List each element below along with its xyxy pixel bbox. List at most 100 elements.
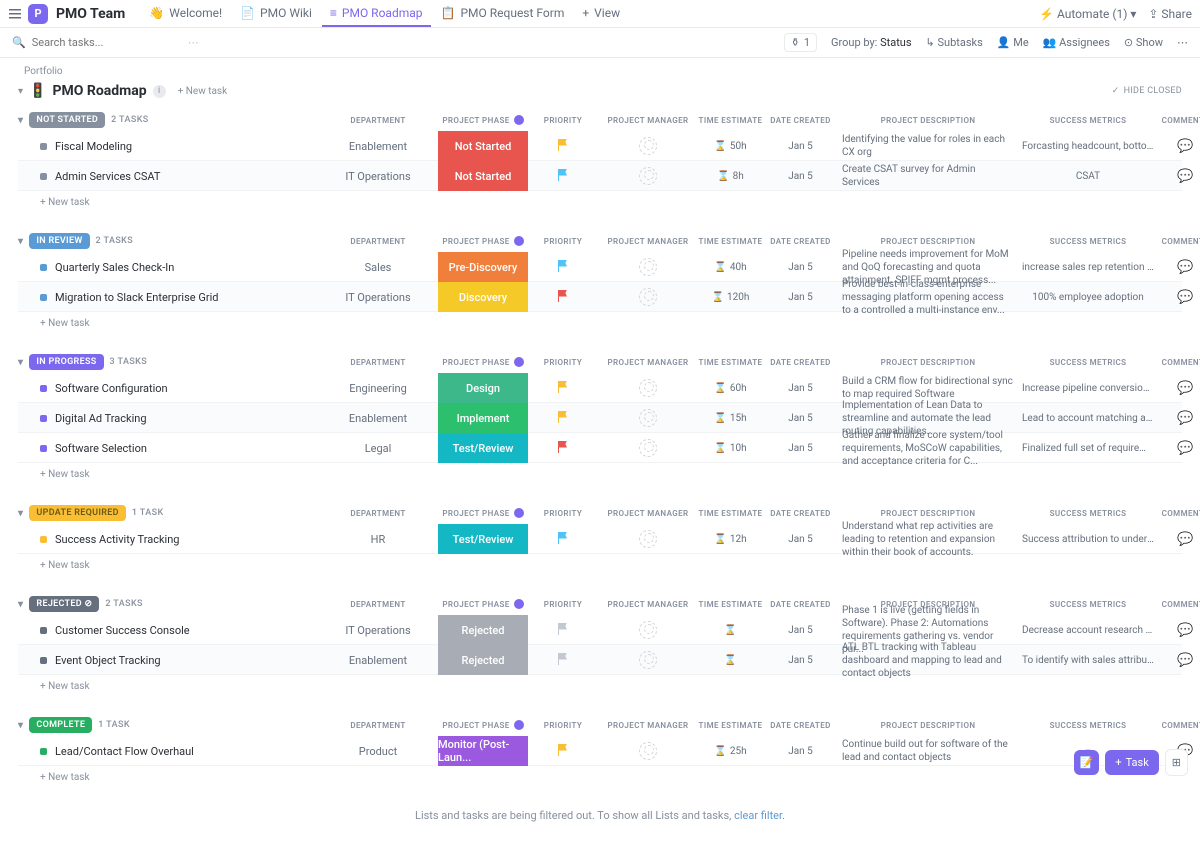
workspace-badge[interactable]: P [28, 4, 48, 24]
phase-cell[interactable]: Test/Review [438, 524, 528, 554]
col-hdr-phase[interactable]: PROJECT PHASE [438, 115, 528, 125]
dept-cell[interactable]: IT Operations [318, 624, 438, 637]
col-hdr[interactable]: DEPARTMENT [318, 600, 438, 609]
col-hdr-phase[interactable]: PROJECT PHASE [438, 236, 528, 246]
task-name[interactable]: Quarterly Sales Check-In [18, 261, 318, 274]
col-hdr[interactable]: PRIORITY [528, 721, 598, 730]
col-hdr[interactable]: PRIORITY [528, 116, 598, 125]
col-hdr[interactable]: TIME ESTIMATE [698, 237, 763, 246]
priority-cell[interactable] [528, 260, 598, 275]
col-hdr[interactable]: DATE CREATED [763, 237, 838, 246]
col-hdr[interactable]: DEPARTMENT [318, 116, 438, 125]
dept-cell[interactable]: Enablement [318, 412, 438, 425]
table-row[interactable]: Event Object Tracking Enablement Rejecte… [18, 645, 1182, 675]
priority-cell[interactable] [528, 653, 598, 668]
comment-cell[interactable]: 💬 [1158, 169, 1200, 184]
share-button[interactable]: ⇪ Share [1148, 7, 1192, 21]
phase-cell[interactable]: Rejected [438, 645, 528, 675]
automate-button[interactable]: ⚡ Automate (1) ▾ [1039, 7, 1136, 21]
col-hdr[interactable]: DEPARTMENT [318, 721, 438, 730]
tab-view[interactable]: +View [574, 1, 628, 27]
col-hdr[interactable]: PRIORITY [528, 237, 598, 246]
desc-cell[interactable]: Understand what rep activities are leadi… [838, 520, 1018, 559]
col-hdr[interactable]: DATE CREATED [763, 600, 838, 609]
table-row[interactable]: Software Selection Legal Test/Review ⌛ 1… [18, 433, 1182, 463]
estimate-cell[interactable]: ⌛ 8h [698, 171, 763, 182]
metrics-cell[interactable]: Lead to account matching and handling of… [1018, 413, 1158, 424]
task-name[interactable]: Digital Ad Tracking [18, 412, 318, 425]
col-hdr[interactable]: PRIORITY [528, 600, 598, 609]
phase-cell[interactable]: Test/Review [438, 433, 528, 463]
task-name[interactable]: Lead/Contact Flow Overhaul [18, 745, 318, 758]
metrics-cell[interactable]: CSAT [1018, 171, 1158, 182]
dept-cell[interactable]: IT Operations [318, 170, 438, 183]
new-task-row[interactable]: + New task [18, 766, 1182, 789]
col-hdr[interactable]: TIME ESTIMATE [698, 358, 763, 367]
pm-cell[interactable] [598, 167, 698, 185]
priority-cell[interactable] [528, 623, 598, 638]
task-name[interactable]: Customer Success Console [18, 624, 318, 637]
group-chev-icon[interactable]: ▾ [18, 720, 23, 731]
comment-cell[interactable]: 💬 [1158, 139, 1200, 154]
task-name[interactable]: Admin Services CSAT [18, 170, 318, 183]
task-name[interactable]: Migration to Slack Enterprise Grid [18, 291, 318, 304]
dept-cell[interactable]: Enablement [318, 140, 438, 153]
comment-cell[interactable]: 💬 [1158, 411, 1200, 426]
group-chev-icon[interactable]: ▾ [18, 508, 23, 519]
task-name[interactable]: Success Activity Tracking [18, 533, 318, 546]
estimate-cell[interactable]: ⌛ 25h [698, 746, 763, 757]
task-name[interactable]: Software Selection [18, 442, 318, 455]
status-chip[interactable]: REJECTED ⊘ [29, 596, 99, 612]
new-task-row[interactable]: + New task [18, 191, 1182, 214]
group-chev-icon[interactable]: ▾ [18, 115, 23, 126]
col-hdr[interactable]: PROJECT MANAGER [598, 358, 698, 367]
metrics-cell[interactable]: Forcasting headcount, bottom line, CAC, … [1018, 141, 1158, 152]
table-row[interactable]: Migration to Slack Enterprise Grid IT Op… [18, 282, 1182, 312]
pm-cell[interactable] [598, 379, 698, 397]
estimate-cell[interactable]: ⌛ [698, 655, 763, 666]
col-hdr[interactable]: DATE CREATED [763, 116, 838, 125]
group-chev-icon[interactable]: ▾ [18, 236, 23, 247]
date-cell[interactable]: Jan 5 [763, 292, 838, 303]
desc-cell[interactable]: Gather and finalize core system/tool req… [838, 429, 1018, 468]
phase-cell[interactable]: Discovery [438, 282, 528, 312]
col-hdr[interactable]: TIME ESTIMATE [698, 600, 763, 609]
status-chip[interactable]: IN REVIEW [29, 233, 89, 249]
col-hdr-phase[interactable]: PROJECT PHASE [438, 599, 528, 609]
tab-pmo-request-form[interactable]: 📋PMO Request Form [433, 1, 573, 27]
estimate-cell[interactable]: ⌛ 60h [698, 383, 763, 394]
comment-cell[interactable]: 💬 [1158, 381, 1200, 396]
metrics-cell[interactable]: Decrease account research time for CSMs … [1018, 625, 1158, 636]
col-hdr[interactable]: PROJECT DESCRIPTION [838, 721, 1018, 730]
estimate-cell[interactable]: ⌛ 15h [698, 413, 763, 424]
date-cell[interactable]: Jan 5 [763, 534, 838, 545]
dept-cell[interactable]: Engineering [318, 382, 438, 395]
priority-cell[interactable] [528, 411, 598, 426]
date-cell[interactable]: Jan 5 [763, 262, 838, 273]
status-chip[interactable]: UPDATE REQUIRED [29, 505, 125, 521]
task-name[interactable]: Fiscal Modeling [18, 140, 318, 153]
pm-cell[interactable] [598, 409, 698, 427]
dept-cell[interactable]: Product [318, 745, 438, 758]
col-hdr[interactable]: DEPARTMENT [318, 509, 438, 518]
col-hdr[interactable]: PRIORITY [528, 358, 598, 367]
table-row[interactable]: Fiscal Modeling Enablement Not Started ⌛… [18, 131, 1182, 161]
priority-cell[interactable] [528, 441, 598, 456]
status-chip[interactable]: IN PROGRESS [29, 354, 103, 370]
subtasks-toggle[interactable]: ↳ Subtasks [926, 36, 983, 49]
menu-icon[interactable] [8, 7, 22, 21]
estimate-cell[interactable]: ⌛ 12h [698, 534, 763, 545]
date-cell[interactable]: Jan 5 [763, 413, 838, 424]
group-chev-icon[interactable]: ▾ [18, 599, 23, 610]
col-hdr[interactable]: PROJECT MANAGER [598, 237, 698, 246]
col-hdr[interactable]: COMMENTS [1158, 116, 1200, 125]
phase-cell[interactable]: Not Started [438, 131, 528, 161]
col-hdr[interactable]: COMMENTS [1158, 509, 1200, 518]
comment-cell[interactable]: 💬 [1158, 290, 1200, 305]
metrics-cell[interactable]: Success attribution to understand custom… [1018, 534, 1158, 545]
estimate-cell[interactable]: ⌛ [698, 625, 763, 636]
col-hdr[interactable]: PROJECT DESCRIPTION [838, 509, 1018, 518]
col-hdr[interactable]: PROJECT DESCRIPTION [838, 116, 1018, 125]
col-hdr[interactable]: PRIORITY [528, 509, 598, 518]
col-hdr[interactable]: DEPARTMENT [318, 237, 438, 246]
